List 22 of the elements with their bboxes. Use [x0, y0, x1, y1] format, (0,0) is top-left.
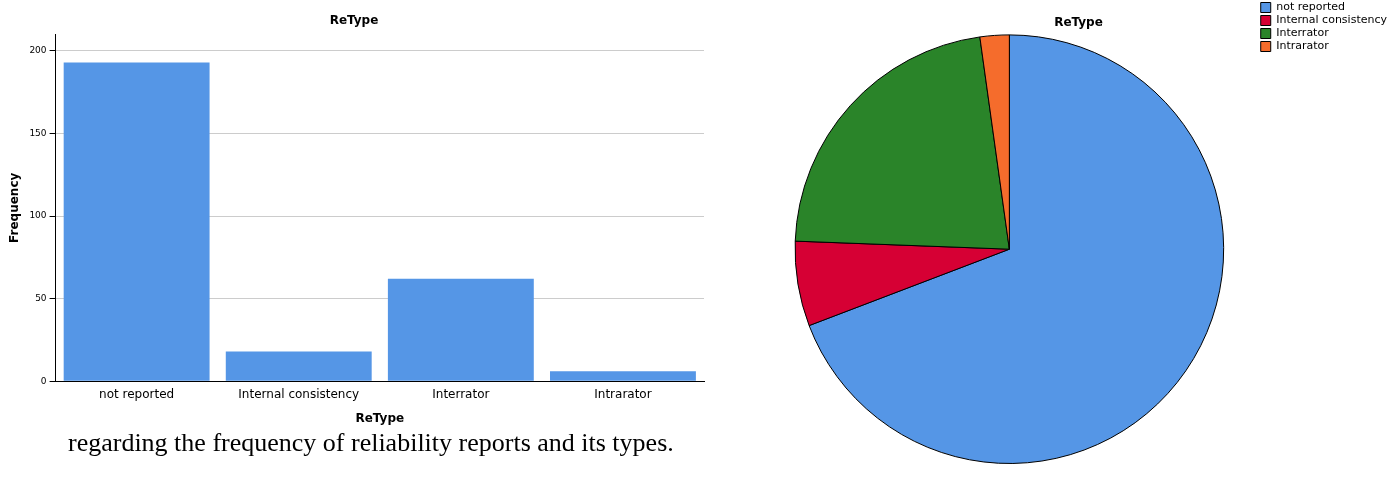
- y-tick-label: 50: [35, 292, 47, 303]
- bar: [550, 371, 696, 381]
- x-tick-label: Interrator: [432, 386, 490, 401]
- chart-title: ReType: [329, 13, 379, 28]
- x-tick-label: Intrarator: [594, 386, 652, 401]
- y-tick-label: 150: [29, 127, 47, 138]
- y-tick-label: 0: [40, 375, 47, 386]
- bar: [387, 278, 534, 381]
- x-axis-title: ReType: [355, 410, 405, 425]
- text: ReType: [1054, 15, 1103, 30]
- legend-label: Interrator: [1276, 26, 1330, 40]
- bar: [225, 351, 372, 381]
- legend-label: Intrarator: [1276, 39, 1330, 53]
- bar: [63, 62, 210, 381]
- text: regarding the frequency of reliability reports and its types.: [68, 428, 675, 458]
- y-tick-label: 200: [29, 45, 47, 56]
- y-axis-title: Frequency: [7, 172, 22, 243]
- legend-label: not reported: [1276, 0, 1346, 14]
- x-tick-label: not reported: [99, 386, 175, 401]
- legend-label: Internal consistency: [1276, 13, 1388, 27]
- y-tick-label: 100: [29, 210, 47, 221]
- x-tick-label: Internal consistency: [238, 386, 360, 401]
